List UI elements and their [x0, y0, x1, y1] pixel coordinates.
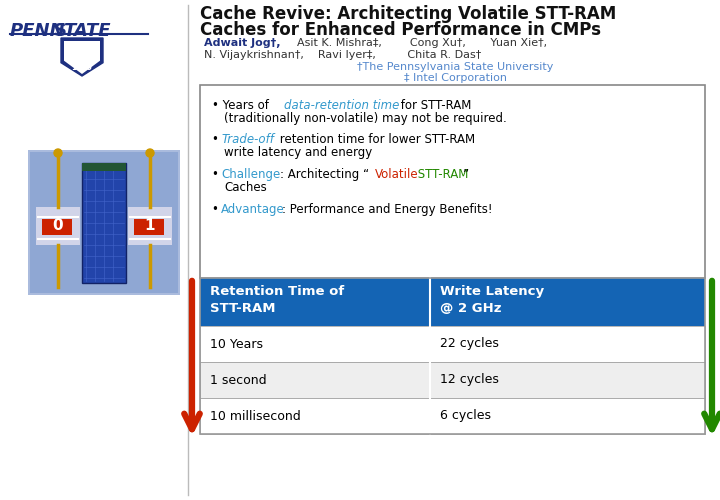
- Bar: [82, 163, 126, 171]
- Text: •: •: [212, 168, 222, 181]
- Text: Write Latency
@ 2 GHz: Write Latency @ 2 GHz: [440, 285, 544, 314]
- Text: Trade-off: Trade-off: [221, 133, 274, 146]
- Text: PENN: PENN: [10, 22, 66, 40]
- Text: 12 cycles: 12 cycles: [440, 374, 499, 386]
- Polygon shape: [64, 41, 100, 74]
- Bar: [82, 163, 126, 283]
- Text: 1: 1: [145, 218, 156, 234]
- Text: 10 Years: 10 Years: [210, 338, 263, 350]
- Text: Advantage: Advantage: [221, 203, 284, 216]
- Bar: [200, 326, 705, 362]
- Text: Retention Time of
STT-RAM: Retention Time of STT-RAM: [210, 285, 344, 314]
- Text: S: S: [54, 22, 67, 40]
- Text: data-retention time: data-retention time: [284, 99, 400, 112]
- Text: N. Vijaykrishnan†,    Ravi Iyer‡,         Chita R. Das†: N. Vijaykrishnan†, Ravi Iyer‡, Chita R. …: [204, 50, 481, 60]
- Text: 6 cycles: 6 cycles: [440, 410, 491, 422]
- Text: write latency and energy: write latency and energy: [224, 146, 372, 159]
- Text: 1 second: 1 second: [210, 374, 266, 386]
- Text: •: •: [212, 203, 222, 216]
- Text: ‡ Intel Corporation: ‡ Intel Corporation: [403, 73, 506, 83]
- Text: (traditionally non-volatile) may not be required.: (traditionally non-volatile) may not be …: [224, 112, 507, 125]
- Text: ”: ”: [463, 168, 469, 181]
- Circle shape: [146, 149, 154, 157]
- Text: ~: ~: [77, 46, 86, 56]
- Polygon shape: [61, 38, 103, 76]
- Text: Asit K. Mishra‡,        Cong Xu†,       Yuan Xie†,: Asit K. Mishra‡, Cong Xu†, Yuan Xie†,: [290, 38, 547, 48]
- Bar: [30, 152, 178, 293]
- Text: • Years of: • Years of: [212, 99, 273, 112]
- Bar: [200, 278, 705, 326]
- Bar: [128, 207, 172, 245]
- Text: 22 cycles: 22 cycles: [440, 338, 499, 350]
- Text: for STT-RAM: for STT-RAM: [397, 99, 472, 112]
- Text: •: •: [212, 133, 222, 146]
- Text: Adwait Jog†,: Adwait Jog†,: [204, 38, 281, 48]
- Text: : Performance and Energy Benefits!: : Performance and Energy Benefits!: [282, 203, 492, 216]
- Bar: [36, 207, 80, 245]
- Bar: [200, 362, 705, 398]
- Circle shape: [54, 149, 62, 157]
- Text: STT-RAM: STT-RAM: [414, 168, 469, 181]
- Bar: [200, 398, 705, 434]
- Bar: [200, 278, 705, 434]
- Text: Challenge: Challenge: [221, 168, 280, 181]
- Bar: [42, 219, 72, 235]
- Bar: [134, 219, 164, 235]
- Bar: [30, 152, 178, 293]
- Text: Volatile: Volatile: [375, 168, 418, 181]
- Text: †The Pennsylvania State University: †The Pennsylvania State University: [357, 62, 553, 72]
- Text: 0: 0: [53, 218, 63, 234]
- Text: Caches for Enhanced Performance in CMPs: Caches for Enhanced Performance in CMPs: [200, 21, 601, 39]
- Text: Cache Revive: Architecting Volatile STT-RAM: Cache Revive: Architecting Volatile STT-…: [200, 5, 616, 23]
- Text: Caches: Caches: [224, 181, 266, 194]
- Text: retention time for lower STT-RAM: retention time for lower STT-RAM: [276, 133, 475, 146]
- Text: 10 millisecond: 10 millisecond: [210, 410, 301, 422]
- Bar: [28, 150, 180, 295]
- Bar: [200, 85, 705, 278]
- Text: TATE: TATE: [63, 22, 110, 40]
- Text: : Architecting “: : Architecting “: [280, 168, 369, 181]
- Text: 1855: 1855: [71, 63, 92, 72]
